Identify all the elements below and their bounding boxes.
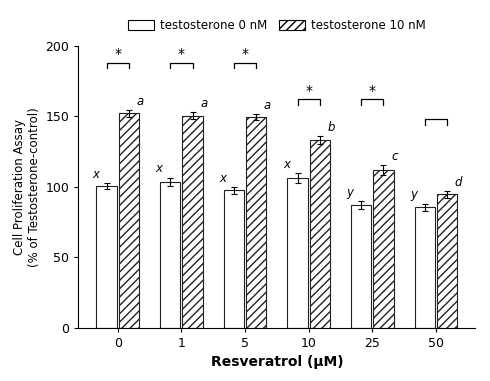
Bar — [119, 114, 139, 328]
Text: b: b — [327, 121, 335, 134]
Text: y: y — [346, 186, 353, 199]
Text: x: x — [92, 168, 99, 181]
Bar — [351, 205, 371, 328]
X-axis label: Resveratrol (μM): Resveratrol (μM) — [211, 355, 343, 369]
Text: x: x — [219, 171, 226, 184]
Bar — [287, 178, 308, 328]
Bar — [415, 207, 435, 328]
Text: a: a — [137, 95, 144, 108]
Text: x: x — [283, 158, 290, 171]
Text: *: * — [242, 47, 248, 61]
Y-axis label: Cell Proliferation Assay
(% of Testosterone-control): Cell Proliferation Assay (% of Testoster… — [13, 107, 41, 267]
Text: *: * — [114, 47, 121, 61]
Bar — [310, 140, 330, 328]
Text: d: d — [455, 176, 462, 189]
Bar — [97, 186, 117, 328]
Text: *: * — [369, 84, 376, 98]
Bar — [246, 117, 267, 328]
Text: a: a — [264, 99, 271, 112]
Bar — [224, 190, 244, 328]
Bar — [373, 170, 393, 328]
Text: c: c — [392, 150, 398, 163]
Legend: testosterone 0 nM, testosterone 10 nM: testosterone 0 nM, testosterone 10 nM — [123, 14, 430, 37]
Text: *: * — [305, 84, 312, 98]
Bar — [437, 194, 457, 328]
Text: x: x — [155, 162, 163, 175]
Bar — [182, 115, 203, 328]
Text: a: a — [200, 97, 207, 110]
Text: *: * — [178, 47, 185, 61]
Text: y: y — [410, 189, 417, 202]
Bar — [160, 182, 180, 328]
